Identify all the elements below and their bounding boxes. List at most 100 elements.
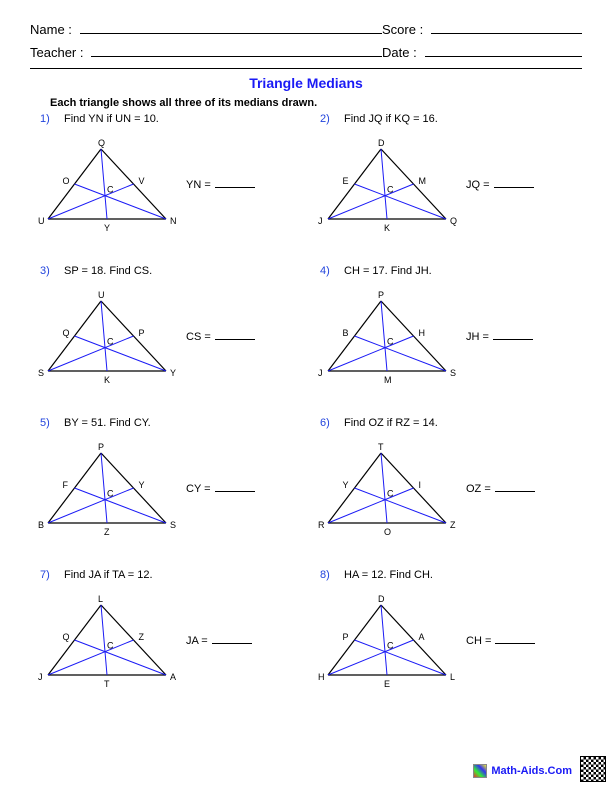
vertex-label: S: [38, 368, 44, 378]
vertex-label: Y: [170, 368, 176, 378]
figure-container: LJATZQC: [36, 595, 181, 705]
teacher-input-line[interactable]: [91, 43, 382, 57]
question-number: 7): [40, 569, 50, 581]
answer-input-line[interactable]: [212, 643, 252, 644]
answer-label: CY =: [186, 483, 211, 495]
answer-field: JQ =: [466, 179, 534, 191]
name-label: Name :: [30, 22, 80, 37]
answer-field: YN =: [186, 179, 255, 191]
vertex-label: E: [343, 176, 349, 186]
triangle-diagram: PJSMHBC: [316, 291, 461, 396]
question-number: 1): [40, 113, 50, 125]
vertex-label: U: [38, 216, 45, 226]
question-text: CH = 17. Find JH.: [344, 265, 432, 277]
vertex-label: C: [107, 641, 114, 651]
vertex-label: P: [378, 291, 384, 300]
vertex-label: H: [419, 328, 426, 338]
date-label: Date :: [382, 45, 425, 60]
header-row-1: Name : Score :: [30, 20, 582, 37]
problem: 3)SP = 18. Find CS.USYKPQCCS =: [36, 265, 296, 413]
vertex-label: Y: [139, 480, 145, 490]
vertex-label: M: [419, 176, 427, 186]
question-text: Find JA if TA = 12.: [64, 569, 153, 581]
vertex-label: C: [387, 641, 394, 651]
problem: 4)CH = 17. Find JH.PJSMHBCJH =: [316, 265, 576, 413]
question-text: Find JQ if KQ = 16.: [344, 113, 438, 125]
vertex-label: O: [384, 527, 391, 537]
vertex-label: L: [98, 595, 103, 604]
answer-input-line[interactable]: [493, 339, 533, 340]
divider: [30, 68, 582, 69]
answer-input-line[interactable]: [495, 643, 535, 644]
triangle-diagram: DHLEAPC: [316, 595, 461, 700]
answer-field: OZ =: [466, 483, 535, 495]
vertex-label: J: [318, 368, 323, 378]
vertex-label: Z: [104, 527, 110, 537]
problem: 7)Find JA if TA = 12.LJATZQCJA =: [36, 569, 296, 717]
score-label: Score :: [382, 22, 431, 37]
answer-label: CH =: [466, 635, 491, 647]
vertex-label: S: [170, 520, 176, 530]
triangle-diagram: TRZOIYC: [316, 443, 461, 548]
header-row-2: Teacher : Date :: [30, 43, 582, 60]
footer: Math-Aids.Com: [473, 764, 572, 778]
vertex-label: A: [170, 672, 176, 682]
triangle-diagram: USYKPQC: [36, 291, 181, 396]
vertex-label: M: [384, 375, 392, 385]
vertex-label: C: [387, 337, 394, 347]
answer-field: CY =: [186, 483, 255, 495]
answer-input-line[interactable]: [215, 339, 255, 340]
answer-label: JH =: [466, 331, 489, 343]
problem: 8)HA = 12. Find CH.DHLEAPCCH =: [316, 569, 576, 717]
vertex-label: C: [107, 337, 114, 347]
vertex-label: H: [318, 672, 325, 682]
answer-label: OZ =: [466, 483, 491, 495]
answer-input-line[interactable]: [495, 491, 535, 492]
vertex-label: A: [419, 632, 425, 642]
question-number: 5): [40, 417, 50, 429]
question-text: BY = 51. Find CY.: [64, 417, 151, 429]
question-number: 8): [320, 569, 330, 581]
vertex-label: Q: [98, 139, 105, 148]
vertex-label: Y: [104, 223, 110, 233]
vertex-label: C: [107, 489, 114, 499]
date-input-line[interactable]: [425, 43, 582, 57]
vertex-label: D: [378, 139, 385, 148]
vertex-label: I: [419, 480, 422, 490]
triangle-diagram: QUNYVOC: [36, 139, 181, 244]
footer-text: Math-Aids.Com: [491, 765, 572, 777]
problem: 5)BY = 51. Find CY.PBSZYFCCY =: [36, 417, 296, 565]
answer-label: CS =: [186, 331, 211, 343]
vertex-label: Y: [343, 480, 349, 490]
vertex-label: J: [318, 216, 323, 226]
answer-input-line[interactable]: [215, 187, 255, 188]
answer-input-line[interactable]: [215, 491, 255, 492]
question-number: 6): [320, 417, 330, 429]
vertex-label: U: [98, 291, 105, 300]
question-number: 2): [320, 113, 330, 125]
figure-container: DHLEAPC: [316, 595, 461, 705]
score-input-line[interactable]: [431, 20, 582, 34]
answer-field: CH =: [466, 635, 535, 647]
figure-container: QUNYVOC: [36, 139, 181, 249]
vertex-label: F: [63, 480, 69, 490]
name-input-line[interactable]: [80, 20, 382, 34]
vertex-label: J: [38, 672, 43, 682]
question-text: Find OZ if RZ = 14.: [344, 417, 438, 429]
vertex-label: Z: [139, 632, 145, 642]
figure-container: TRZOIYC: [316, 443, 461, 553]
vertex-label: L: [450, 672, 455, 682]
triangle-diagram: LJATZQC: [36, 595, 181, 700]
answer-field: JA =: [186, 635, 252, 647]
vertex-label: V: [139, 176, 145, 186]
answer-label: JA =: [186, 635, 208, 647]
problem: 2)Find JQ if KQ = 16.DJQKMECJQ =: [316, 113, 576, 261]
figure-container: DJQKMEC: [316, 139, 461, 249]
vertex-label: C: [107, 185, 114, 195]
vertex-label: R: [318, 520, 325, 530]
answer-input-line[interactable]: [494, 187, 534, 188]
page-title: Triangle Medians: [30, 75, 582, 91]
figure-container: PJSMHBC: [316, 291, 461, 401]
vertex-label: T: [378, 443, 384, 452]
question-number: 4): [320, 265, 330, 277]
